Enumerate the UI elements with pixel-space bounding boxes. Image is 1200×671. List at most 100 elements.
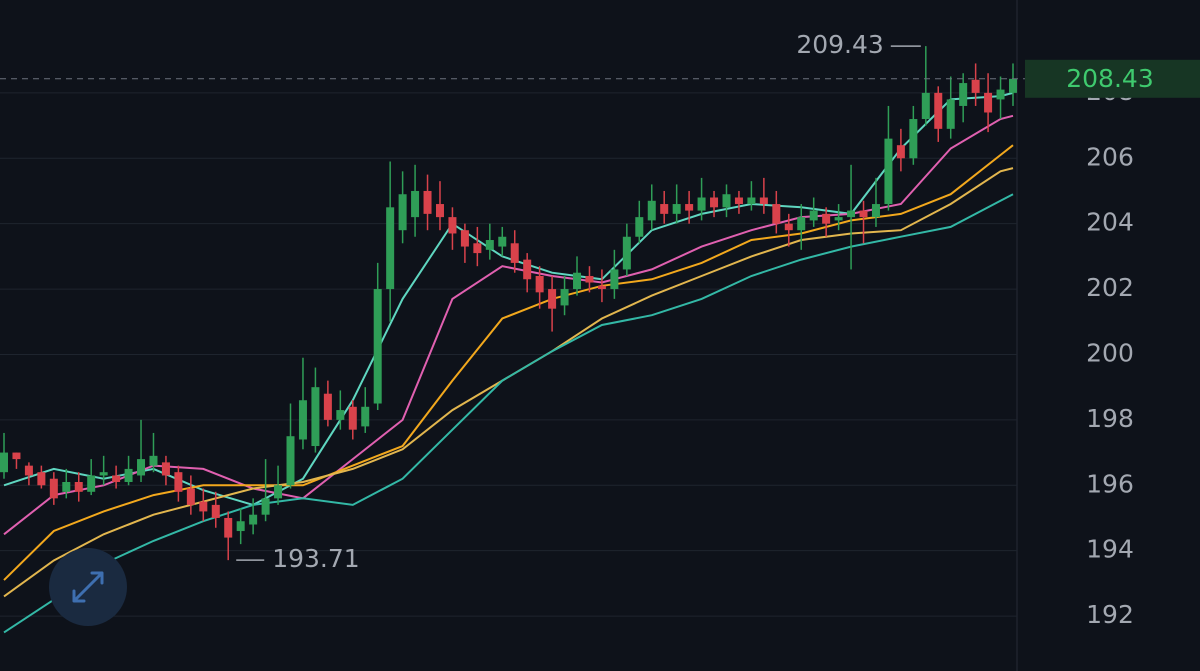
candle-body xyxy=(336,410,345,420)
candle-body xyxy=(772,204,781,224)
candle-body xyxy=(797,217,806,231)
candle-body xyxy=(859,210,868,218)
candle-body xyxy=(959,83,968,106)
candle-body xyxy=(348,406,357,430)
candle-body xyxy=(485,240,494,250)
candle-body xyxy=(934,92,943,129)
candle-body xyxy=(411,190,420,218)
candle-body xyxy=(386,207,395,290)
y-tick-label: 194 xyxy=(1086,535,1134,564)
candle-body xyxy=(597,285,606,290)
moving-average-line xyxy=(3,193,1014,634)
candle-body xyxy=(298,400,307,440)
candle-body xyxy=(74,481,83,492)
candle-body xyxy=(884,138,893,205)
candle-body xyxy=(871,204,880,218)
candle-body xyxy=(1009,78,1017,93)
candle-body xyxy=(685,204,694,211)
candle-body xyxy=(274,485,283,499)
candle-body xyxy=(622,236,631,270)
candle-body xyxy=(722,194,731,208)
candle-body xyxy=(473,243,482,254)
candle-body xyxy=(249,514,258,525)
candle-body xyxy=(672,204,681,214)
candle-body xyxy=(211,504,220,518)
candle-body xyxy=(286,436,295,486)
candle-body xyxy=(0,452,8,473)
candle-body xyxy=(398,194,407,231)
candle-body xyxy=(635,217,644,237)
candle-body xyxy=(24,465,33,476)
high-label: 209.43 xyxy=(796,30,883,59)
y-tick-label: 206 xyxy=(1086,142,1134,171)
y-tick-label: 192 xyxy=(1086,600,1134,629)
y-tick-label: 202 xyxy=(1086,273,1134,302)
candles xyxy=(0,46,1017,561)
candle-body xyxy=(87,475,96,492)
candle-body xyxy=(224,517,233,538)
candle-body xyxy=(199,501,208,512)
candle-body xyxy=(909,119,918,159)
candle-body xyxy=(423,190,432,214)
candle-body xyxy=(186,488,195,505)
candle-body xyxy=(747,197,756,205)
grid xyxy=(0,92,1017,617)
last-price-box xyxy=(1025,59,1200,98)
candle-body xyxy=(809,210,818,221)
candle-body xyxy=(984,92,993,113)
candle-body xyxy=(161,462,170,476)
candle-body xyxy=(361,406,370,427)
candle-body xyxy=(847,210,856,218)
candle-body xyxy=(548,289,557,309)
candle-body xyxy=(435,204,444,218)
candle-body xyxy=(697,197,706,211)
candle-body xyxy=(12,452,21,460)
candle-body xyxy=(311,387,320,447)
candle-body xyxy=(921,92,930,120)
candle-body xyxy=(560,289,569,306)
candle-body xyxy=(49,478,58,499)
candle-body xyxy=(62,481,71,492)
candle-body xyxy=(236,521,245,532)
candle-body xyxy=(573,272,582,290)
last-price-label: 208.43 xyxy=(1066,64,1153,93)
candle-body xyxy=(460,230,469,247)
candle-body xyxy=(734,197,743,205)
y-tick-label: 204 xyxy=(1086,208,1134,237)
candle-body xyxy=(896,145,905,159)
candle-body xyxy=(822,213,831,224)
candle-body xyxy=(137,459,146,476)
candle-body xyxy=(971,79,980,93)
candle-body xyxy=(523,259,532,280)
candle-body xyxy=(610,269,619,290)
candle-body xyxy=(510,243,519,263)
candle-body xyxy=(834,217,843,221)
candle-body xyxy=(710,197,719,208)
candle-body xyxy=(373,289,382,404)
candle-body xyxy=(149,455,158,466)
low-label: 193.71 xyxy=(272,544,359,573)
candle-body xyxy=(996,89,1005,100)
candle-body xyxy=(323,393,332,420)
candle-body xyxy=(124,468,133,482)
expand-icon[interactable] xyxy=(72,571,104,603)
expand-button[interactable] xyxy=(49,548,127,626)
candle-body xyxy=(784,223,793,231)
candle-body xyxy=(498,236,507,247)
candle-body xyxy=(946,99,955,129)
candle-body xyxy=(535,275,544,293)
candle-body xyxy=(660,204,669,214)
candle-body xyxy=(174,472,183,492)
candle-body xyxy=(448,217,457,234)
candle-body xyxy=(112,475,121,482)
annotations: 208.43 209.43 193.71 xyxy=(0,30,1200,573)
candle-body xyxy=(759,197,768,205)
candle-body xyxy=(261,498,270,515)
candle-body xyxy=(37,472,46,486)
y-tick-label: 196 xyxy=(1086,469,1134,498)
candle-body xyxy=(99,472,108,476)
y-tick-label: 198 xyxy=(1086,404,1134,433)
